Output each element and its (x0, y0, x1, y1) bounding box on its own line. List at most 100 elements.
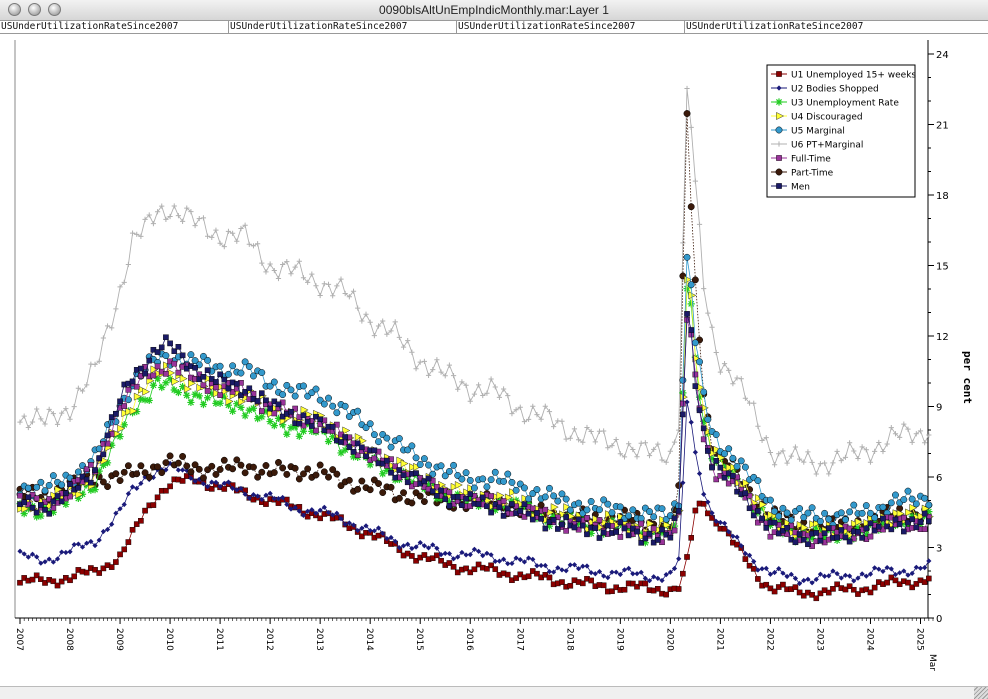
data-point (776, 566, 782, 572)
data-point (872, 448, 878, 454)
data-point (550, 492, 558, 500)
data-point (834, 581, 840, 588)
data-point (809, 592, 815, 598)
data-point (533, 486, 541, 493)
data-point (271, 267, 277, 274)
data-point (871, 514, 879, 522)
data-point (187, 351, 195, 359)
data-point (291, 392, 299, 400)
data-point (121, 546, 128, 553)
data-point (150, 502, 157, 508)
data-point (434, 484, 440, 490)
data-point (249, 404, 258, 412)
data-point (692, 371, 699, 378)
data-point (867, 571, 874, 577)
data-point (192, 365, 198, 371)
data-point (450, 373, 457, 379)
data-point (25, 424, 31, 431)
data-point (808, 534, 816, 542)
data-point (59, 410, 65, 416)
data-point (300, 382, 307, 390)
data-point (479, 475, 487, 483)
series-u5-marginal (16, 253, 933, 529)
data-point (767, 449, 774, 456)
data-point (667, 569, 673, 575)
data-point (784, 524, 790, 531)
layer-tab-1[interactable]: USUnderUtilizationRateSince2007 (1, 21, 179, 32)
data-point (342, 521, 348, 527)
data-point (250, 492, 257, 498)
data-point (175, 213, 182, 219)
data-point (221, 244, 227, 250)
data-point (259, 260, 265, 266)
data-point (129, 378, 136, 385)
data-point (191, 461, 199, 469)
data-point (58, 481, 66, 489)
data-point (271, 398, 278, 405)
data-point (775, 512, 783, 520)
data-point (438, 487, 444, 494)
legend-entry: U5 Marginal (791, 127, 845, 137)
data-point (821, 534, 829, 542)
x-tick-label: 2023 (814, 628, 824, 651)
data-point (650, 525, 657, 532)
data-point (571, 562, 578, 568)
data-point (384, 536, 390, 542)
data-point (179, 478, 186, 484)
data-point (324, 437, 333, 446)
data-point (274, 414, 283, 423)
data-point (38, 576, 44, 582)
zoom-window-button[interactable] (48, 3, 61, 16)
data-point (38, 560, 44, 566)
layer-tab-3[interactable]: USUnderUtilizationRateSince2007 (456, 21, 684, 33)
data-point (109, 521, 115, 527)
data-point (771, 507, 779, 515)
data-point (363, 523, 369, 529)
data-point (780, 527, 786, 534)
data-point (241, 469, 249, 477)
layer-tab-4[interactable]: USUnderUtilizationRateSince2007 (684, 21, 912, 33)
horizontal-scrollbar[interactable] (0, 686, 988, 699)
data-point (280, 261, 286, 268)
data-point (108, 564, 115, 570)
data-point (696, 470, 703, 477)
data-point (263, 501, 269, 507)
data-point (109, 325, 115, 331)
resize-grip-icon[interactable] (974, 687, 988, 699)
data-point (250, 372, 257, 380)
data-point (304, 513, 311, 520)
data-point (488, 562, 494, 569)
data-point (917, 512, 926, 521)
data-point (400, 459, 409, 468)
data-point (509, 501, 515, 507)
data-point (480, 553, 486, 559)
data-point (179, 452, 187, 460)
data-point (167, 340, 173, 347)
data-point (42, 580, 48, 586)
data-point (163, 487, 169, 494)
data-point (525, 499, 533, 507)
data-point (504, 493, 513, 502)
data-point (71, 541, 77, 548)
data-point (53, 495, 62, 504)
data-point (67, 577, 73, 584)
data-point (504, 470, 512, 478)
data-point (605, 575, 611, 581)
data-point (321, 504, 327, 510)
data-point (850, 501, 858, 509)
data-point (892, 571, 899, 578)
data-point (792, 575, 799, 581)
data-point (200, 481, 207, 487)
data-point (467, 569, 474, 576)
x-tick-label: 2007 (14, 628, 24, 651)
close-window-button[interactable] (8, 3, 21, 16)
data-point (534, 570, 540, 577)
data-point (416, 492, 424, 500)
data-point (371, 528, 377, 534)
data-point (396, 334, 402, 340)
layer-tab-2[interactable]: USUnderUtilizationRateSince2007 (228, 21, 456, 33)
minimize-window-button[interactable] (28, 3, 41, 16)
data-point (359, 444, 365, 451)
data-point (888, 424, 894, 431)
window-titlebar[interactable]: 0090blsAltUnEmpIndicMonthly.mar:Layer 1 (0, 0, 988, 21)
